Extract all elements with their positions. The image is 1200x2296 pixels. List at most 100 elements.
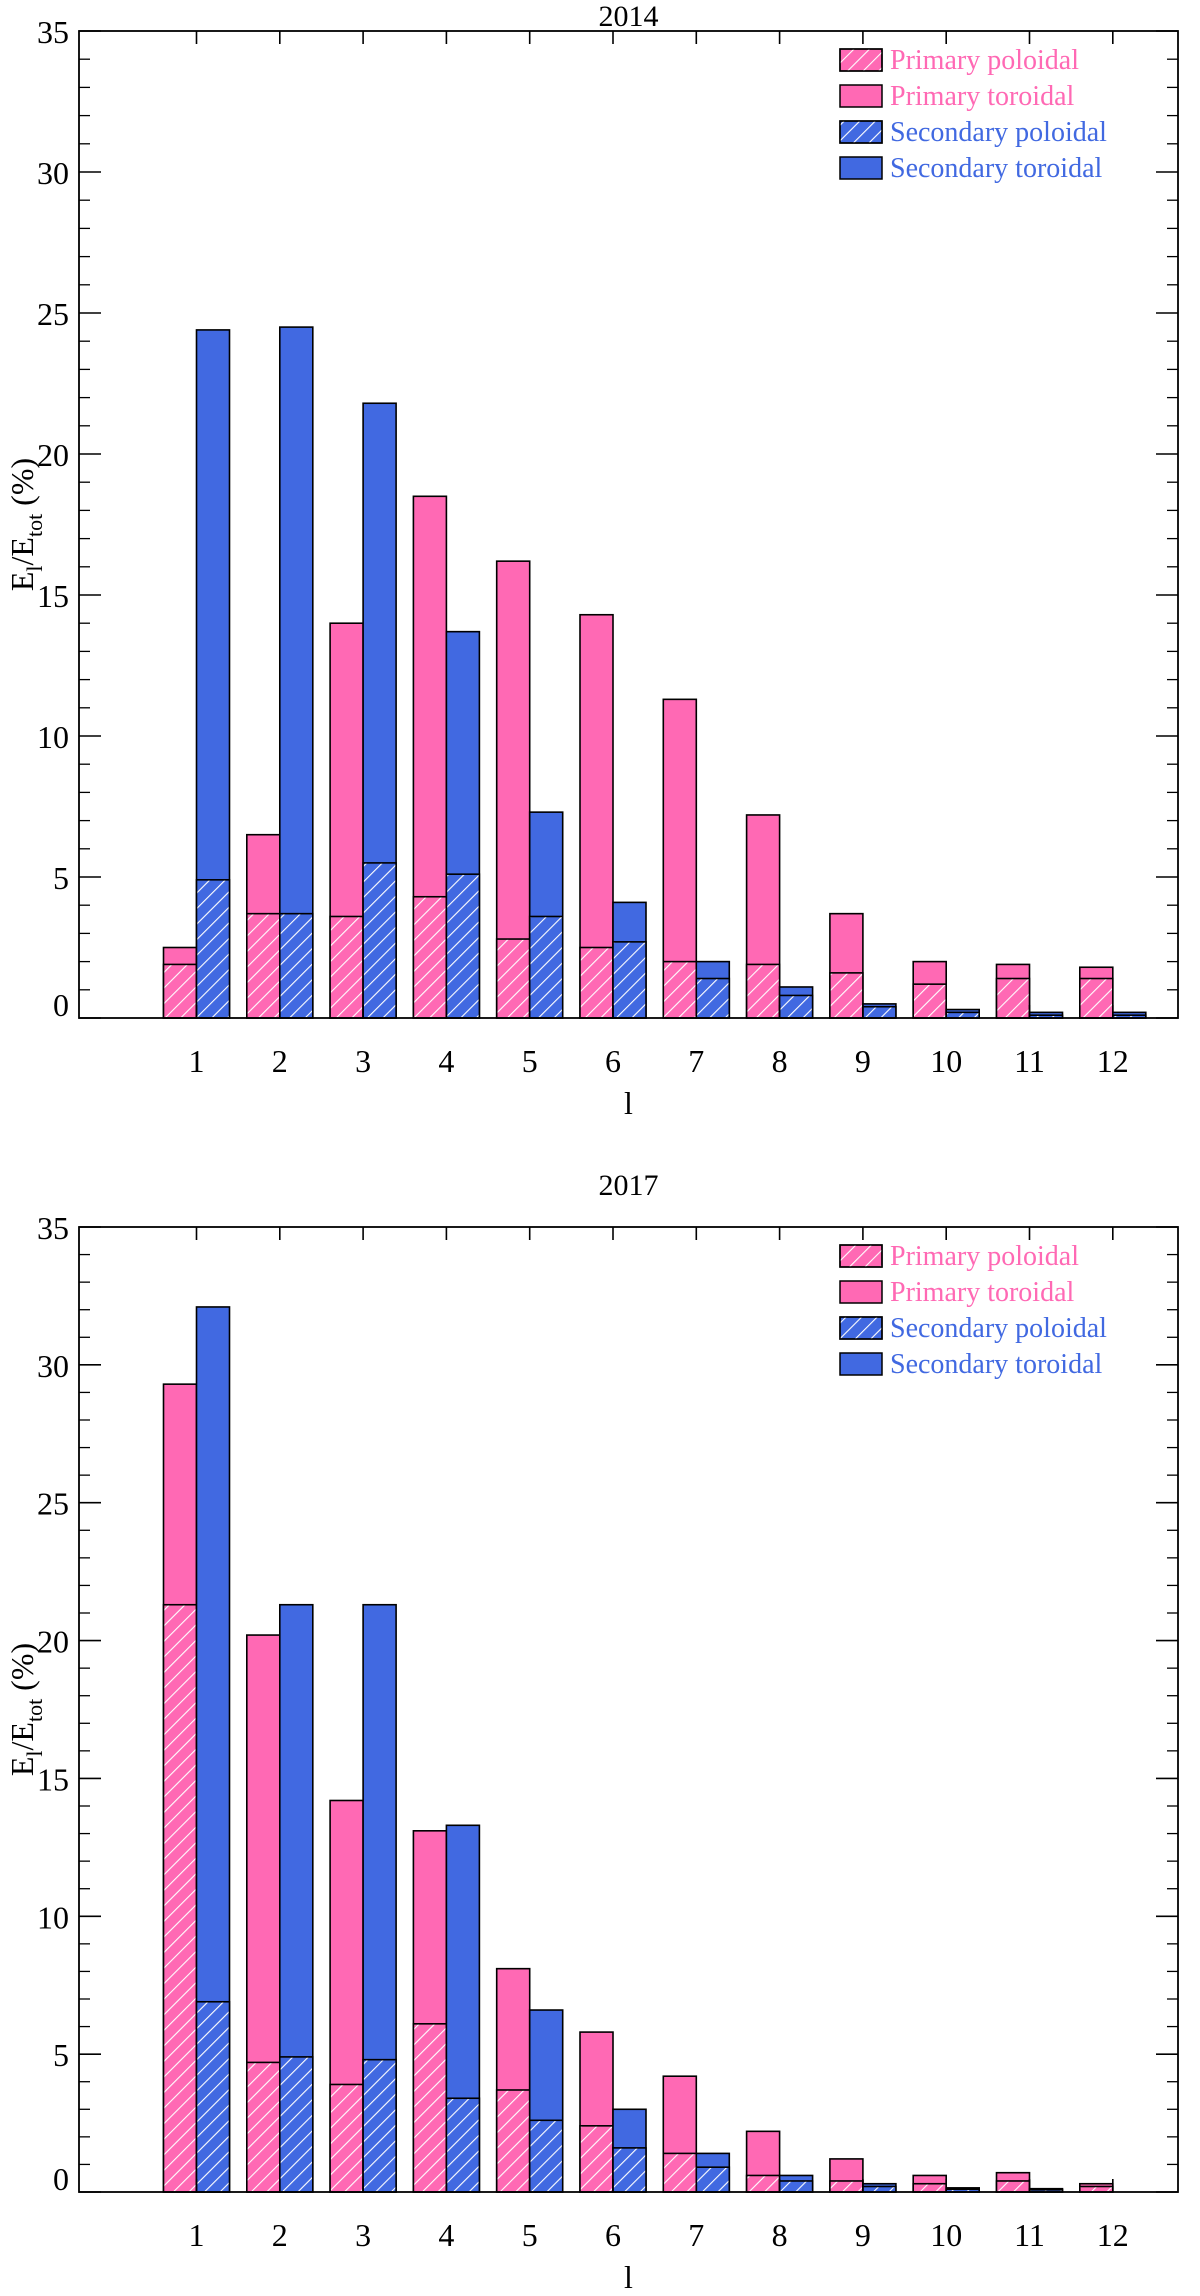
x-tick-label: 4 [438,1043,454,1079]
y-tick-label: 15 [37,578,69,614]
bar-primary-poloidal-hatch [162,963,198,1019]
x-tick-label: 8 [772,1043,788,1079]
legend-swatch [839,84,883,108]
bar-primary-poloidal-hatch [662,2152,698,2193]
bar-primary-poloidal-hatch [495,2089,531,2193]
legend-label: Primary toroidal [890,1277,1075,1308]
x-tick-label: 9 [855,1043,871,1079]
plot-frame [78,30,1179,1019]
y-axis-label-sub1: l [22,565,47,571]
bar-secondary-poloidal-hatch [778,2180,814,2193]
y-tick-label: 25 [37,296,69,332]
legend-swatch [839,1280,883,1304]
x-tick-label: 3 [355,2217,371,2253]
bar-primary-poloidal-hatch [246,912,281,1019]
x-tick-label: 2 [272,2217,288,2253]
y-tick-label: 35 [37,14,69,50]
x-tick-label: 5 [522,1043,538,1079]
bar-primary-poloidal-hatch [329,915,364,1019]
bar-secondary-poloidal-hatch [695,2166,731,2193]
y-tick-label: 0 [53,2161,69,2197]
y-tick-label: 15 [37,1761,69,1797]
y-axis-label-main: E [4,572,40,592]
y-axis-label: El/Etot (%) [4,1643,47,1776]
x-tick-label: 5 [522,2217,538,2253]
y-axis-label-sub2: tot [22,1699,47,1722]
legend-label: Secondary toroidal [890,1349,1102,1380]
x-tick-label: 2 [272,1043,288,1079]
y-axis-label-sub1: l [22,1750,47,1756]
x-tick-label: 12 [1097,1043,1129,1079]
y-tick-label: 5 [53,860,69,896]
chart-title: 2017 [599,1169,659,1202]
y-tick-label: 35 [37,1210,69,1246]
legend-swatch [839,1352,883,1376]
bar-primary-poloidal-hatch [912,983,948,1019]
x-tick-label: 12 [1097,2217,1129,2253]
x-tick-label: 1 [189,1043,205,1079]
y-axis-label-mid: /E [4,1722,40,1750]
y-tick-label: 5 [53,2037,69,2073]
bar-primary-poloidal-hatch [829,972,864,1019]
chart-title: 2014 [599,0,659,33]
bar-secondary-poloidal-hatch [445,2097,481,2193]
bar-secondary-poloidal-hatch [362,862,397,1019]
legend-label: Primary toroidal [890,81,1075,112]
legend-label: Primary poloidal [890,1241,1079,1272]
x-tick-label: 10 [930,1043,962,1079]
y-axis-label-main: E [4,1757,40,1777]
bar-secondary-poloidal-hatch [362,2058,397,2193]
legend-swatch-hatch [839,120,883,144]
x-axis-label: l [624,2259,633,2291]
bar-secondary-toroidal [278,326,314,1019]
bar-primary-poloidal-hatch [412,2023,448,2193]
y-axis-label-tail: (%) [4,1643,40,1699]
x-tick-label: 1 [189,2217,205,2253]
legend-swatch-hatch [839,1244,883,1268]
legend-label: Primary poloidal [890,45,1079,76]
y-tick-label: 0 [53,987,69,1023]
bar-primary-poloidal-hatch [246,2061,281,2193]
x-tick-label: 4 [438,2217,454,2253]
bar-primary-poloidal-hatch [579,2125,614,2193]
legend-label: Secondary toroidal [890,153,1102,184]
y-tick-label: 30 [37,155,69,191]
bar-secondary-poloidal-hatch [195,879,231,1019]
y-axis-label-sub2: tot [22,514,47,537]
bar-secondary-poloidal-hatch [445,873,481,1019]
x-tick-label: 3 [355,1043,371,1079]
bar-primary-poloidal-hatch [162,1603,198,2193]
bar-primary-poloidal-hatch [912,2182,948,2193]
y-tick-label: 25 [37,1486,69,1522]
bar-secondary-poloidal-hatch [862,1005,897,1019]
y-tick-label: 20 [37,437,69,473]
bar-primary-poloidal-hatch [579,946,614,1019]
x-axis-label: l [624,1085,633,1121]
bar-secondary-poloidal-hatch [695,977,731,1019]
x-tick-label: 11 [1014,1043,1045,1079]
x-tick-label: 11 [1014,2217,1045,2253]
y-tick-label: 20 [37,1624,69,1660]
bar-primary-poloidal-hatch [745,963,781,1019]
bar-primary-poloidal-hatch [662,960,698,1019]
bar-secondary-poloidal-hatch [528,915,564,1019]
x-tick-label: 6 [605,2217,621,2253]
legend-swatch-hatch [839,48,883,72]
y-tick-label: 10 [37,719,69,755]
x-tick-label: 8 [772,2217,788,2253]
plot-frame [78,1226,1179,2193]
x-tick-label: 10 [930,2217,962,2253]
bar-primary-poloidal-hatch [829,2180,864,2193]
bar-secondary-poloidal-hatch [278,2056,314,2193]
x-tick-label: 7 [688,2217,704,2253]
x-tick-label: 7 [688,1043,704,1079]
bar-secondary-poloidal-hatch [778,994,814,1019]
y-tick-label: 30 [37,1348,69,1384]
bar-primary-poloidal-hatch [495,938,531,1019]
y-axis-label: El/Etot (%) [4,458,47,591]
legend-swatch [839,156,883,180]
bar-secondary-poloidal-hatch [528,2119,564,2193]
